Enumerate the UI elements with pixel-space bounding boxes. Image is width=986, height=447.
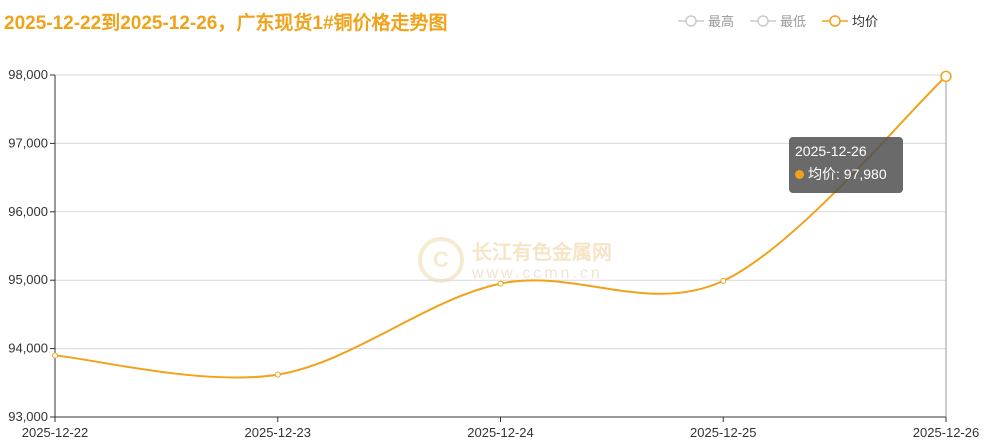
- y-tick-label: 96,000: [8, 204, 48, 219]
- tooltip-dot-icon: [795, 169, 804, 179]
- x-tick-label: 2025-12-26: [913, 425, 980, 440]
- x-tick-label: 2025-12-24: [467, 425, 534, 440]
- data-point: [52, 352, 58, 359]
- x-tick-label: 2025-12-25: [690, 425, 757, 440]
- y-tick-label: 98,000: [8, 67, 48, 82]
- chart-title: 2025-12-22到2025-12-26，广东现货1#铜价格走势图: [4, 13, 448, 34]
- watermark-name: 长江有色金属网: [472, 242, 612, 264]
- legend-marker-icon: [678, 14, 704, 27]
- data-point: [274, 371, 281, 378]
- x-tick-label: 2025-12-22: [22, 425, 89, 440]
- watermark-url: www.ccmn.cn: [472, 265, 603, 282]
- tooltip-value: 均价: 97,980: [808, 166, 887, 182]
- legend-label-min: 最低: [780, 14, 807, 29]
- x-tick-label: 2025-12-23: [245, 425, 312, 440]
- watermark: C 长江有色金属网 www.ccmn.cn: [418, 236, 612, 283]
- data-point: [497, 280, 504, 287]
- legend-item-min[interactable]: 最低: [750, 11, 806, 30]
- legend-marker-icon: [750, 14, 777, 27]
- legend-label-max: 最高: [708, 14, 735, 29]
- series-line-avg: [54, 75, 947, 379]
- legend: 最高 最低 均价: [678, 11, 878, 30]
- legend-label-avg: 均价: [852, 14, 879, 29]
- tooltip-date: 2025-12-26: [795, 143, 867, 159]
- y-tick-label: 97,000: [8, 135, 48, 150]
- legend-marker-icon: [822, 14, 849, 27]
- data-point: [720, 277, 727, 284]
- y-tick-label: 93,000: [8, 409, 48, 424]
- data-point: [940, 70, 952, 83]
- tooltip: 2025-12-26 均价: 97,980: [789, 137, 903, 193]
- y-tick-label: 94,000: [8, 341, 48, 356]
- legend-item-max[interactable]: 最高: [678, 11, 734, 30]
- legend-item-avg[interactable]: 均价: [822, 11, 878, 30]
- y-tick-label: 95,000: [8, 272, 48, 287]
